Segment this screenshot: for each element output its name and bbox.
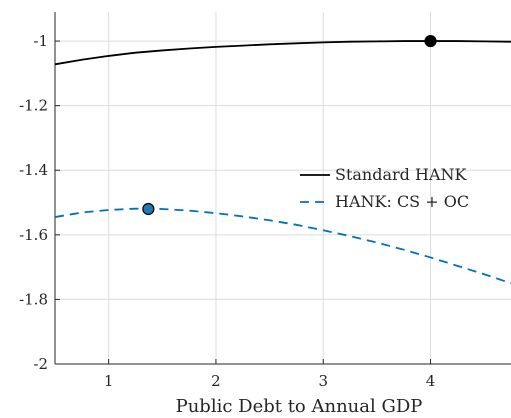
marker-layer: [142, 34, 437, 216]
legend: Standard HANK HANK: CS + OC: [300, 165, 469, 211]
x-axis-label: Public Debt to Annual GDP: [176, 396, 423, 417]
series-layer: [54, 40, 511, 285]
legend-label-1: HANK: CS + OC: [335, 192, 469, 211]
x-tick-label: 2: [211, 372, 221, 390]
y-tick-label: -2: [33, 355, 48, 373]
y-tick-label: -1.6: [19, 226, 48, 244]
grid: [55, 12, 511, 365]
series-marker-1: [142, 202, 155, 216]
legend-label-0: Standard HANK: [335, 165, 468, 184]
y-tick-label: -1.8: [19, 290, 48, 308]
x-tick-label: 1: [104, 372, 114, 390]
x-tick-label: 3: [318, 372, 328, 390]
axes: [54, 12, 511, 365]
tick-labels: 1 2 3 4 -1 -1.2 -1.4 -1.6 -1.8 -2: [19, 32, 435, 390]
y-tick-label: -1.4: [19, 161, 48, 179]
series-line-0: [54, 40, 511, 66]
y-tick-label: -1.2: [19, 97, 48, 115]
x-tick-label: 4: [426, 372, 436, 390]
y-tick-label: -1: [33, 32, 48, 50]
series-line-1: [54, 207, 511, 285]
series-marker-0: [424, 34, 437, 48]
